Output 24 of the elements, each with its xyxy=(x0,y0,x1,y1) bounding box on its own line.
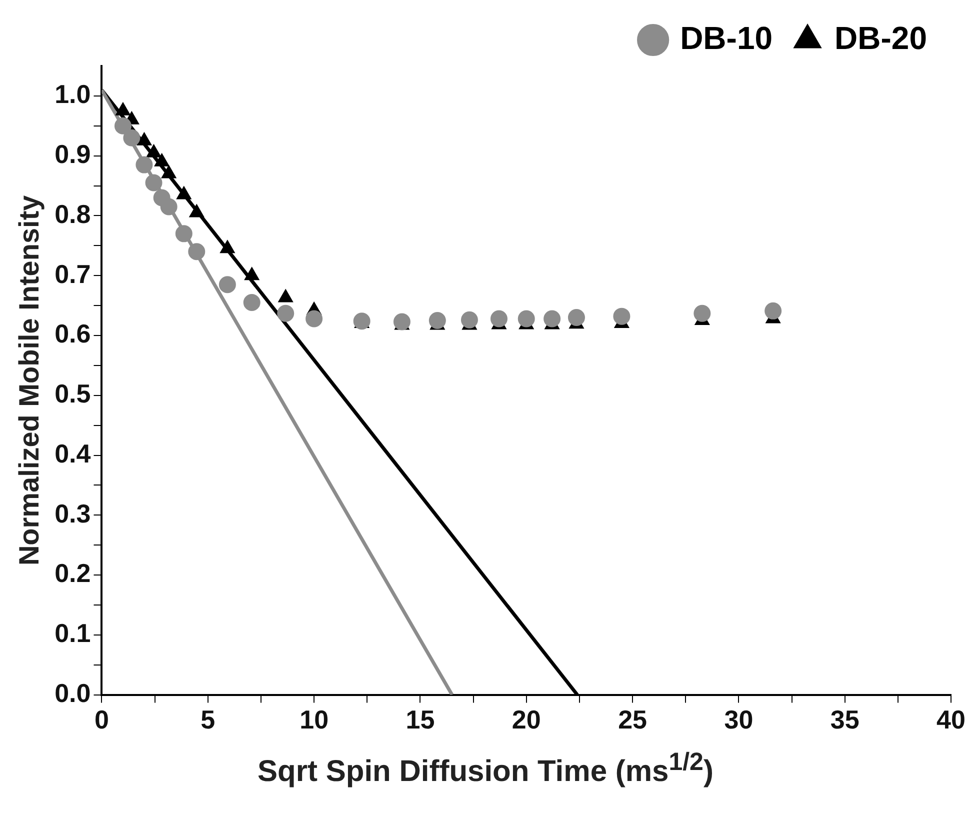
x-tick-label: 30 xyxy=(724,704,754,735)
legend-label: DB-20 xyxy=(834,20,927,56)
y-axis-title: Normalized Mobile Intensity xyxy=(14,194,45,566)
y-tick-label: 0.7 xyxy=(54,258,91,289)
y-tick-label: 0.2 xyxy=(54,558,91,588)
x-tick-label: 40 xyxy=(936,704,966,735)
y-tick-label: 0.0 xyxy=(54,678,91,708)
x-tick-label: 5 xyxy=(200,704,216,735)
y-tick-label: 0.8 xyxy=(54,198,91,229)
x-tick-label: 10 xyxy=(300,704,329,735)
x-tick-label: 35 xyxy=(830,704,860,735)
legend-label: DB-10 xyxy=(680,20,773,56)
y-tick-label: 0.9 xyxy=(54,139,91,169)
y-tick-label: 0.1 xyxy=(54,618,91,648)
x-tick-label: 15 xyxy=(406,704,435,735)
x-tick-label: 0 xyxy=(94,704,109,735)
x-tick-label: 20 xyxy=(512,704,541,735)
y-tick-label: 0.3 xyxy=(54,498,91,528)
y-tick-label: 0.6 xyxy=(54,318,91,349)
y-tick-label: 0.5 xyxy=(54,378,91,409)
x-tick-label: 25 xyxy=(618,704,647,735)
y-tick-label: 1.0 xyxy=(54,79,91,110)
y-tick-label: 0.4 xyxy=(54,438,92,468)
x-axis-title: Sqrt Spin Diffusion Time (ms$^{1/2}$) xyxy=(256,748,714,789)
